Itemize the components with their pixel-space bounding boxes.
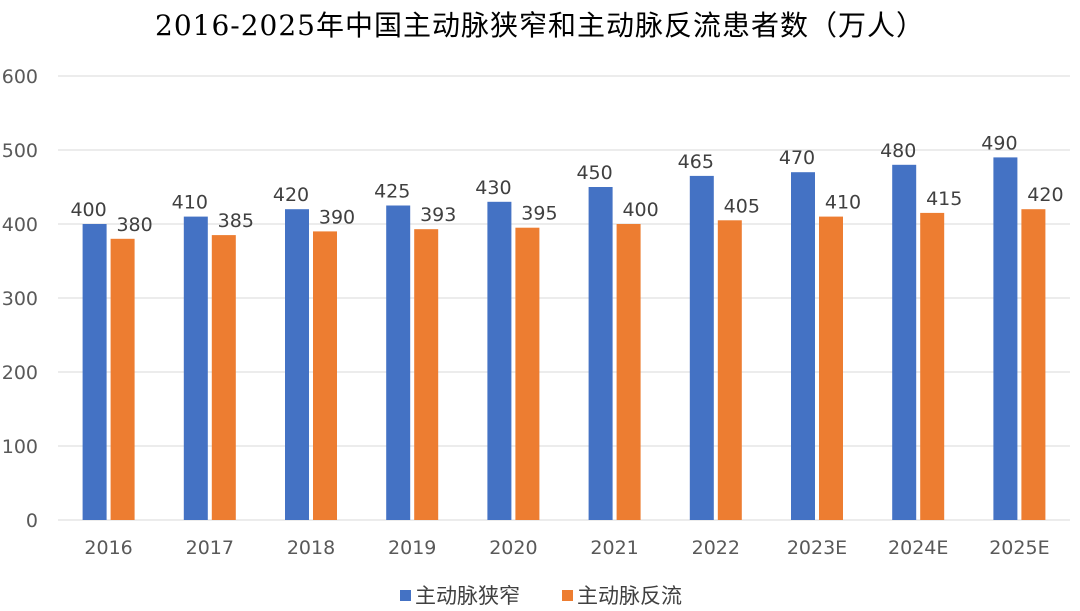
data-labels: 400 380 410 385 420 390 425 393 430 395 450 400 465 4… — [70, 132, 1063, 235]
y-tick-label: 500 — [2, 140, 38, 162]
bar-stenosis — [791, 172, 815, 520]
y-tick-label: 400 — [2, 214, 38, 236]
chart-title: 2016-2025年中国主动脉狭窄和主动脉反流患者数（万人） — [155, 9, 925, 42]
bar-stenosis — [183, 216, 208, 520]
bar-stenosis — [892, 164, 917, 521]
legend-label: 主动脉狭窄 — [415, 584, 520, 608]
bar-stenosis — [285, 209, 309, 520]
data-label: 400 — [622, 199, 658, 221]
bar-regurgitation — [1021, 209, 1046, 520]
y-tick-label: 300 — [2, 288, 38, 310]
bars — [82, 157, 1046, 521]
data-label: 450 — [576, 162, 612, 184]
data-label: 393 — [420, 204, 456, 226]
legend-label: 主动脉反流 — [577, 584, 682, 608]
x-tick-label: 2016 — [84, 537, 132, 559]
data-label: 395 — [521, 203, 557, 225]
gridlines — [58, 75, 1070, 521]
x-tick-label: 2024E — [888, 537, 948, 559]
data-label: 425 — [374, 181, 410, 203]
bar-stenosis — [386, 205, 411, 520]
data-label: 420 — [1027, 184, 1063, 206]
legend-swatch — [400, 590, 411, 601]
y-tick-label: 0 — [26, 510, 38, 532]
bar-regurgitation — [616, 224, 641, 520]
bar-regurgitation — [920, 212, 945, 520]
bar-regurgitation — [110, 238, 135, 521]
y-axis-ticks: 0 100 200 300 400 500 600 — [2, 66, 38, 532]
x-tick-label: 2020 — [489, 537, 537, 559]
bar-regurgitation — [819, 216, 843, 520]
data-label: 480 — [880, 140, 916, 162]
bar-regurgitation — [717, 220, 742, 521]
data-label: 420 — [273, 184, 309, 206]
data-label: 415 — [926, 188, 962, 210]
legend: 主动脉狭窄 主动脉反流 — [400, 584, 682, 608]
data-label: 410 — [825, 192, 861, 214]
bar-stenosis — [487, 201, 512, 521]
x-axis-ticks: 2016 2017 2018 2019 2020 2021 2022 2023E 2024E 20… — [84, 537, 1049, 559]
x-tick-label: 2025E — [989, 537, 1049, 559]
y-tick-label: 200 — [2, 362, 38, 384]
x-tick-label: 2017 — [186, 537, 234, 559]
y-tick-label: 600 — [2, 66, 38, 88]
bar-stenosis — [588, 187, 613, 520]
y-tick-label: 100 — [2, 436, 38, 458]
data-label: 380 — [116, 214, 152, 236]
bar-regurgitation — [515, 227, 540, 520]
bar-regurgitation — [414, 229, 439, 520]
bar-stenosis — [993, 157, 1018, 520]
x-tick-label: 2021 — [590, 537, 638, 559]
data-label: 430 — [475, 177, 511, 199]
data-label: 385 — [218, 210, 254, 232]
bar-regurgitation — [211, 235, 236, 520]
data-label: 390 — [319, 206, 355, 228]
data-label: 405 — [724, 195, 760, 217]
bar-regurgitation — [313, 231, 337, 520]
data-label: 410 — [172, 192, 208, 214]
data-label: 465 — [678, 151, 714, 173]
x-tick-label: 2019 — [388, 537, 436, 559]
bar-stenosis — [689, 175, 714, 520]
data-label: 490 — [981, 132, 1017, 154]
bar-stenosis — [82, 224, 107, 520]
data-label: 470 — [779, 147, 815, 169]
x-tick-label: 2023E — [787, 537, 847, 559]
data-label: 400 — [70, 199, 106, 221]
x-tick-label: 2018 — [287, 537, 335, 559]
legend-swatch — [562, 590, 573, 601]
x-tick-label: 2022 — [692, 537, 740, 559]
